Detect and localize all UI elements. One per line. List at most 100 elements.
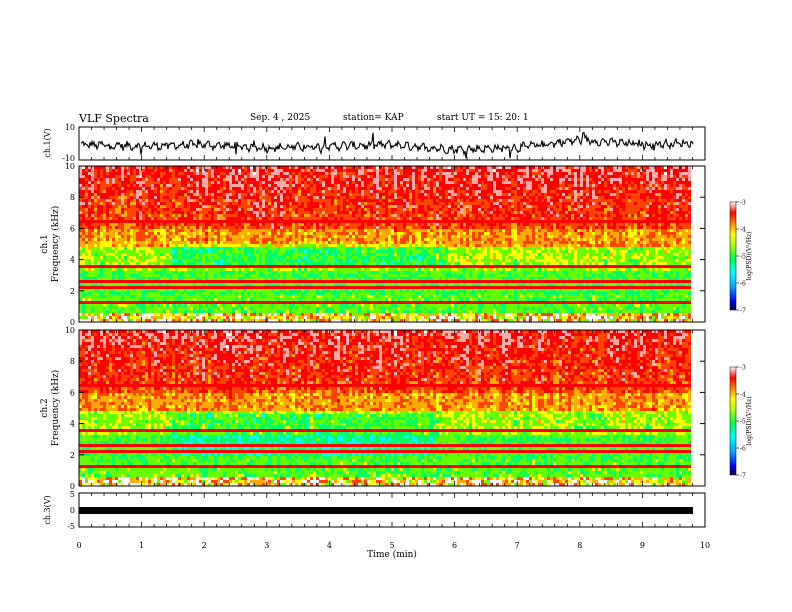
spectrogram-cell <box>376 193 379 196</box>
spectrogram-cell <box>118 187 121 190</box>
spectrogram-cell <box>208 187 211 190</box>
spectrogram-cell <box>625 211 628 214</box>
spectrogram-cell <box>634 184 637 187</box>
spectrogram-cell <box>502 226 505 229</box>
spectrogram-cell <box>610 208 613 211</box>
spectrogram-cell <box>172 214 175 217</box>
spectrogram-cell <box>529 175 532 178</box>
spectrogram-cell <box>667 175 670 178</box>
spectrogram-cell <box>268 226 271 229</box>
spectrogram-cell <box>646 205 649 208</box>
spectrogram-cell <box>382 223 385 226</box>
spectrogram-cell <box>187 202 190 205</box>
spectrogram-cell <box>151 214 154 217</box>
spectrogram-cell <box>505 214 508 217</box>
spectrogram-cell <box>361 214 364 217</box>
spectrogram-cell <box>571 220 574 223</box>
spectrogram-cell <box>553 202 556 205</box>
spectrogram-cell <box>148 235 151 238</box>
spectrogram-cell <box>190 214 193 217</box>
spectrogram-cell <box>154 235 157 238</box>
spectrogram-cell <box>430 202 433 205</box>
spectrogram-cell <box>208 202 211 205</box>
spectrogram-cell <box>388 169 391 172</box>
spectrogram-cell <box>133 184 136 187</box>
spectrogram-cell <box>607 205 610 208</box>
spectrogram-cell <box>301 235 304 238</box>
spectrogram-cell <box>346 226 349 229</box>
spectrogram-cell <box>232 190 235 193</box>
spectrogram-cell <box>616 202 619 205</box>
spectrogram-cell <box>163 178 166 181</box>
spectrogram-cell <box>517 193 520 196</box>
spectrogram-cell <box>160 190 163 193</box>
spectrogram-cell <box>646 229 649 232</box>
spectrogram-cell <box>430 223 433 226</box>
spectrogram-cell <box>397 169 400 172</box>
spectrogram-cell <box>622 232 625 235</box>
spectrogram-cell <box>157 232 160 235</box>
spectrogram-cell <box>355 190 358 193</box>
spectrogram-cell <box>118 193 121 196</box>
spectrogram-cell <box>178 211 181 214</box>
spectrogram-cell <box>193 202 196 205</box>
spectrogram-cell <box>526 202 529 205</box>
spectrogram-cell <box>106 178 109 181</box>
spectrogram-cell <box>613 169 616 172</box>
spectrogram-cell <box>346 232 349 235</box>
spectrogram-cell <box>97 217 100 220</box>
spectrogram-cell <box>265 172 268 175</box>
spectrogram-cell <box>391 217 394 220</box>
spectrogram-cell <box>466 187 469 190</box>
spectrogram-cell <box>517 223 520 226</box>
spectrogram-cell <box>304 214 307 217</box>
spectrogram-cell <box>610 229 613 232</box>
spectrogram-cell <box>607 220 610 223</box>
spectrogram-cell <box>82 220 85 223</box>
spectrogram-cell <box>169 187 172 190</box>
spectrogram-cell <box>163 175 166 178</box>
spectrogram-cell <box>646 181 649 184</box>
spectrogram-cell <box>166 235 169 238</box>
spectrogram-cell <box>589 229 592 232</box>
spectrogram-cell <box>253 232 256 235</box>
spectrogram-cell <box>88 178 91 181</box>
spectrogram-cell <box>277 193 280 196</box>
spectrogram-cell <box>559 214 562 217</box>
spectrogram-cell <box>298 178 301 181</box>
spectrogram-cell <box>607 229 610 232</box>
spectrogram-cell <box>154 205 157 208</box>
spectrogram-cell <box>172 172 175 175</box>
spectrogram-cell <box>163 208 166 211</box>
ch1-voltage-ylabel: ch.1(V) <box>43 128 52 157</box>
spectrogram-cell <box>547 172 550 175</box>
spectrogram-cell <box>424 178 427 181</box>
spectrogram-cell <box>583 217 586 220</box>
spectrogram-cell <box>193 214 196 217</box>
spectrogram-cell <box>274 232 277 235</box>
spectrogram-cell <box>661 172 664 175</box>
spectrogram-cell <box>529 181 532 184</box>
spectrogram-cell <box>592 184 595 187</box>
spectrogram-cell <box>667 181 670 184</box>
spectrogram-cell <box>232 229 235 232</box>
spectrogram-cell <box>676 175 679 178</box>
spectrogram-cell <box>478 199 481 202</box>
spectrogram-cell <box>619 169 622 172</box>
spectrogram-cell <box>466 175 469 178</box>
spectrogram-cell <box>151 169 154 172</box>
spectrogram-cell <box>202 205 205 208</box>
spectrogram-cell <box>199 184 202 187</box>
spectrogram-cell <box>241 214 244 217</box>
spectrogram-cell <box>538 235 541 238</box>
spectrogram-cell <box>640 172 643 175</box>
spectrogram-cell <box>583 184 586 187</box>
spectrogram-cell <box>511 178 514 181</box>
spectrogram-cell <box>235 175 238 178</box>
spectrogram-cell <box>274 217 277 220</box>
spectrogram-cell <box>460 181 463 184</box>
spectrogram-cell <box>274 214 277 217</box>
spectrogram-cell <box>511 172 514 175</box>
spectrogram-cell <box>553 208 556 211</box>
spectrogram-cell <box>367 232 370 235</box>
